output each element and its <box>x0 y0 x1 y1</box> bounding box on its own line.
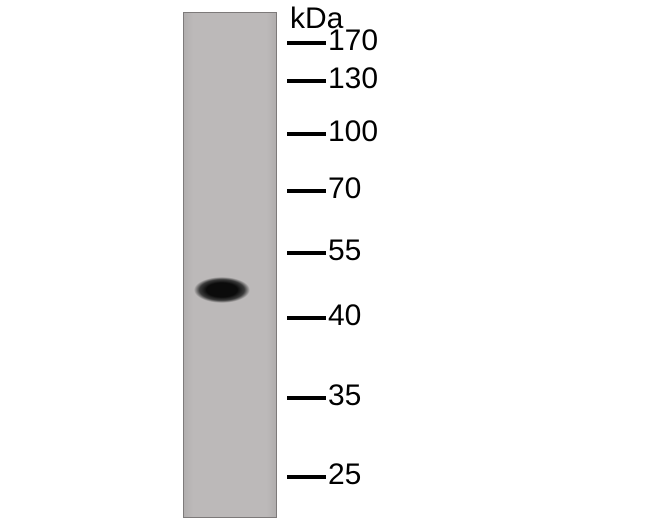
ladder-tick <box>287 251 326 255</box>
ladder-tick <box>287 396 326 400</box>
ladder-label: 100 <box>328 115 378 149</box>
ladder-tick <box>287 41 326 45</box>
ladder-label: 35 <box>328 379 361 413</box>
ladder-label: 25 <box>328 458 361 492</box>
ladder-label: 55 <box>328 234 361 268</box>
ladder-tick <box>287 79 326 83</box>
ladder-label: 70 <box>328 172 361 206</box>
ladder-tick <box>287 475 326 479</box>
blot-lane <box>183 12 277 518</box>
ladder-tick <box>287 316 326 320</box>
ladder-tick <box>287 132 326 136</box>
ladder-tick <box>287 189 326 193</box>
ladder-label: 40 <box>328 299 361 333</box>
protein-band <box>194 277 250 303</box>
blot-figure: kDa 1701301007055403525 <box>0 0 650 520</box>
ladder-label: 170 <box>328 24 378 58</box>
ladder-label: 130 <box>328 62 378 96</box>
